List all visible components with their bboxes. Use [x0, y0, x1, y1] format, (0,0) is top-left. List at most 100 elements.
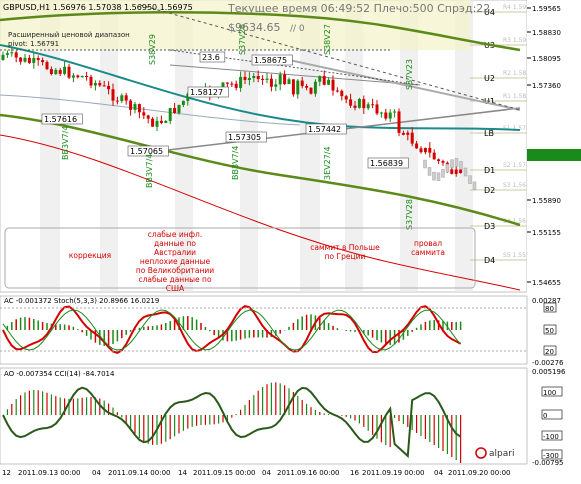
pivot-price: S3 1.5650	[503, 182, 534, 189]
candle-body	[146, 115, 150, 119]
time-tick-label: 04	[434, 469, 443, 477]
candle-body	[269, 78, 273, 87]
candle-body	[239, 76, 243, 88]
range-note-1: Расширенный ценовой диапазон	[8, 31, 130, 39]
candle-body	[164, 120, 168, 123]
time-tick-label: 12	[2, 469, 11, 477]
price-tick-label: 1.58830	[532, 29, 561, 37]
price-tick-label: 1.55155	[532, 229, 561, 237]
candle-body	[107, 85, 111, 90]
price-label-text: 1.58675	[254, 56, 287, 65]
candle-body	[89, 76, 93, 86]
candle-body	[300, 80, 304, 87]
ao-tick-label: 0.005196	[532, 368, 566, 376]
price-label-group: 1.58675 1.58127 1.57616 1.57305 1.57442 1.570…	[41, 51, 409, 169]
price-label-text: 1.57065	[130, 147, 163, 156]
candle-body	[63, 66, 67, 74]
candle-body	[340, 90, 344, 97]
candle-body	[344, 96, 348, 100]
ao-title: AO -0.007354 CCI(14) -84.7014	[4, 370, 115, 378]
ao-tick-label: 100	[543, 389, 556, 397]
candle-body	[357, 99, 361, 108]
price-label-box	[251, 54, 293, 66]
annotation-text: слабые инфл.	[148, 230, 202, 239]
candle-body	[450, 169, 454, 174]
price-label-text: 1.58127	[190, 88, 223, 97]
candle-body	[129, 100, 133, 110]
candle-body	[384, 112, 388, 119]
candle-body	[181, 100, 185, 105]
candle-body	[371, 104, 375, 106]
forecast-candle	[445, 163, 450, 173]
annotation-text: США	[166, 284, 185, 293]
stoch-signal-line	[2, 309, 461, 351]
candle-body	[80, 76, 84, 78]
candle-body	[155, 120, 159, 127]
pivot-price: S4 1.5610	[503, 218, 534, 225]
pivot-price: S2 1.5700	[503, 162, 534, 169]
forecast-candle	[432, 171, 436, 181]
ao-axis-ticks: 0.005196 100 0 -100 -300-0.00795	[532, 368, 566, 467]
time-tick-label: 2011.09.20 00:00	[448, 469, 510, 477]
time-axis[interactable]	[0, 465, 581, 480]
time-tick-label: 2011.09.15 00:00	[193, 469, 255, 477]
candle-body	[173, 107, 177, 113]
price-label-text: 1.57442	[308, 125, 341, 134]
price-label-text: 23.6	[202, 53, 220, 62]
candle-body	[54, 69, 58, 75]
candle-body	[318, 75, 322, 82]
forecast-candle	[459, 161, 463, 170]
ao-tick-label: -100	[543, 433, 559, 441]
candle-body	[366, 104, 370, 109]
candle-body	[379, 112, 383, 114]
symbol-line: GBPUSD,H1 1.56976 1.57038 1.56950 1.5697…	[3, 3, 193, 12]
pivot-label: U4	[484, 8, 495, 17]
price-tick-label: 1.55890	[532, 197, 561, 205]
price-tick-label: 1.59565	[532, 5, 561, 13]
vertical-label-group: BB3V7/4 BB3V7/4 BB3V7/4 S38V29 S37V26 S38V27 3…	[61, 24, 414, 230]
candle-body	[353, 105, 357, 108]
cci-line	[2, 386, 462, 459]
ac-tick-label: 50	[545, 327, 554, 335]
candle-body	[305, 86, 309, 88]
annotation-text: провал	[414, 239, 442, 248]
candle-body	[313, 81, 317, 94]
price-axis[interactable]	[527, 0, 581, 480]
ma-teal-line	[0, 44, 521, 131]
price-label-box	[41, 113, 83, 125]
forecast-candle	[423, 159, 427, 169]
ma-red-line	[0, 134, 521, 291]
candle-body	[296, 80, 300, 95]
session-band	[300, 0, 320, 292]
session-band	[455, 0, 473, 292]
time-tick-label: 2011.09.14 00:00	[108, 469, 170, 477]
vertical-label: 3EV27/4	[323, 146, 332, 180]
forecast-candle	[468, 175, 472, 184]
candlesticks	[1, 47, 477, 191]
time-tick-label: 04	[92, 469, 101, 477]
candle-body	[58, 69, 62, 74]
stoch-main-line	[2, 305, 462, 354]
forecast-candle	[463, 167, 468, 177]
forecast-candle	[454, 158, 459, 167]
candle-body	[291, 79, 295, 95]
pivot-label: D1	[484, 166, 495, 175]
session-band	[400, 0, 418, 292]
candle-body	[274, 84, 278, 87]
time-tick-label: 04	[262, 469, 271, 477]
price-label-box	[127, 145, 169, 157]
annotation-text: данные по	[154, 239, 196, 248]
ma-gray-line	[0, 94, 301, 126]
candle-body	[221, 82, 225, 88]
candle-body	[397, 111, 401, 133]
candle-body	[388, 112, 392, 119]
pivot-price: S5 1.5555	[503, 252, 534, 259]
ao-histogram	[6, 382, 462, 463]
price-label-box	[367, 157, 409, 169]
candle-body	[151, 118, 155, 127]
candle-body	[120, 95, 124, 101]
alpari-logo-text: alpari	[489, 449, 514, 459]
range-note-2: pivot: 1.56791	[8, 40, 59, 48]
